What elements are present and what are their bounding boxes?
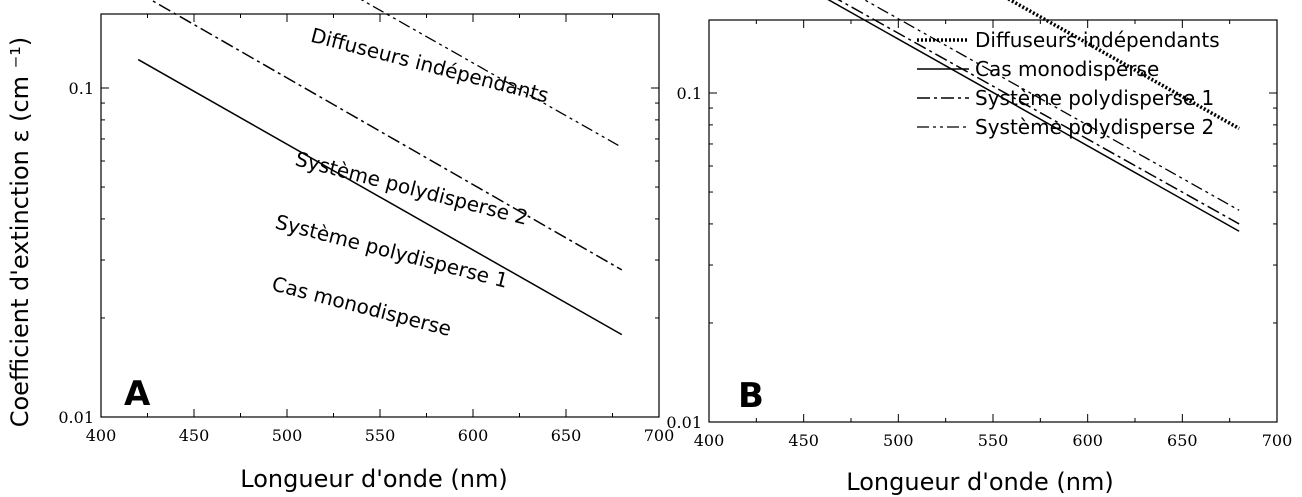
panel-letter: A — [124, 374, 151, 414]
x-tick-label: 600 — [458, 426, 489, 445]
legend: Diffuseurs indépendants Cas monodisperse S… — [917, 28, 1220, 139]
series-label-4: Cas monodisperse — [270, 272, 454, 341]
x-tick-label: 400 — [694, 431, 725, 450]
panel-b: 4004505005506006507000.010.11Diffuseurs … — [666, 0, 1292, 496]
y-tick-label: 0.01 — [58, 408, 94, 427]
plot-frame — [100, 13, 660, 418]
x-tick-label: 550 — [365, 426, 396, 445]
legend-entry-4: Système polydisperse 2 — [975, 115, 1214, 139]
x-tick-label: 450 — [788, 431, 819, 450]
series-line-2 — [360, 0, 623, 148]
x-tick-label: 650 — [1167, 431, 1198, 450]
x-tick-label: 700 — [1262, 431, 1293, 450]
legend-entry-1: Diffuseurs indépendants — [975, 28, 1220, 52]
series-line-2 — [827, 0, 1240, 232]
series-line-4 — [137, 58, 623, 336]
y-axis-title: Coefficient d'extinction ε (cm ⁻¹) — [6, 37, 34, 428]
legend-entry-2: Cas monodisperse — [975, 57, 1159, 81]
series-label-1: Diffuseurs indépendants — [308, 23, 551, 107]
x-tick-label: 700 — [644, 426, 675, 445]
y-tick-label: 0.1 — [677, 84, 702, 103]
series-line-3 — [149, 0, 623, 271]
x-axis-title: Longueur d'onde (nm) — [240, 465, 507, 493]
x-tick-label: 450 — [179, 426, 210, 445]
x-axis-title: Longueur d'onde (nm) — [846, 468, 1113, 496]
x-tick-label: 650 — [551, 426, 582, 445]
x-tick-label: 600 — [1072, 431, 1103, 450]
x-tick-label: 400 — [86, 426, 117, 445]
x-tick-label: 500 — [883, 431, 914, 450]
panel-a: 4004505005506006507000.010.11Diffuseurs … — [58, 0, 674, 493]
x-tick-label: 500 — [272, 426, 303, 445]
y-tick-label: 0.01 — [666, 413, 702, 432]
x-tick-label: 550 — [978, 431, 1009, 450]
series-label-2: Système polydisperse 2 — [293, 147, 531, 230]
y-tick-label: 0.1 — [69, 79, 94, 98]
legend-entry-3: Système polydisperse 1 — [975, 86, 1214, 110]
panel-letter: B — [738, 376, 764, 416]
series-line-3 — [837, 0, 1240, 225]
